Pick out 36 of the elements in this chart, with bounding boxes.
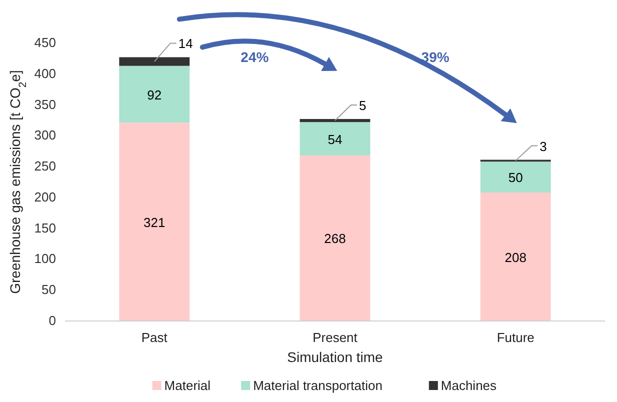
y-tick-label: 0 xyxy=(48,313,56,328)
bar xyxy=(480,192,551,321)
y-tick-label: 150 xyxy=(34,220,56,236)
legend-label: Material xyxy=(164,378,211,393)
x-tick-label: Past xyxy=(141,330,168,345)
bar xyxy=(300,155,370,321)
x-tick-label: Present xyxy=(312,330,358,345)
bar xyxy=(300,122,370,156)
bar xyxy=(480,162,551,192)
data-label: 208 xyxy=(504,250,526,265)
y-tick-label: 400 xyxy=(34,66,56,81)
x-tick-label: Future xyxy=(496,330,534,345)
annotation: 24% xyxy=(240,49,270,65)
y-tick-label: 200 xyxy=(34,189,56,204)
y-tick-label: 350 xyxy=(34,96,56,112)
data-label: 3 xyxy=(540,138,547,154)
data-label: 321 xyxy=(144,214,166,230)
y-tick-label: 250 xyxy=(34,158,56,174)
x-axis-title: Simulation time xyxy=(287,349,384,365)
data-label: 268 xyxy=(324,231,346,246)
legend-label: Machines xyxy=(440,378,498,393)
bar xyxy=(300,118,370,122)
data-label: 92 xyxy=(147,87,162,102)
data-label: 54 xyxy=(328,132,342,147)
y-tick-label: 300 xyxy=(34,128,56,143)
legend-label: Material transportation xyxy=(253,378,382,393)
data-label: 50 xyxy=(508,170,523,186)
bar xyxy=(119,66,190,123)
y-tick-label: 100 xyxy=(34,251,56,266)
annotation: 39% xyxy=(421,49,450,65)
bar xyxy=(119,57,190,66)
bar xyxy=(119,122,190,321)
data-label: 14 xyxy=(178,36,193,52)
y-tick-label: 450 xyxy=(34,35,56,50)
data-label: 5 xyxy=(359,98,366,113)
y-tick-label: 50 xyxy=(42,282,56,298)
